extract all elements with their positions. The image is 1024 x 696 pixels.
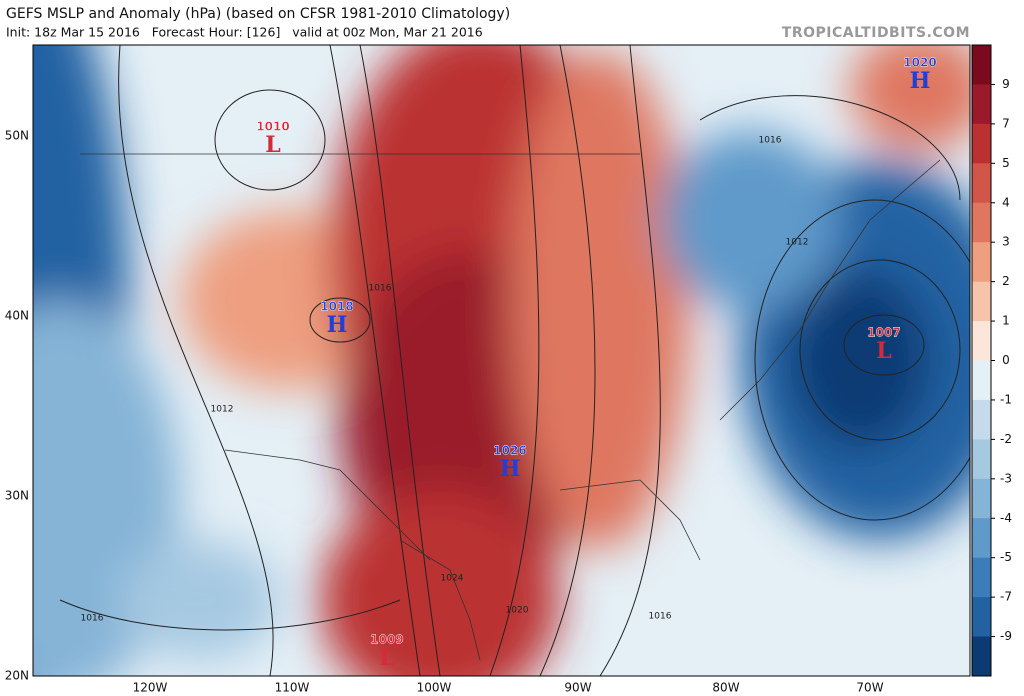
center-letter: L [379, 645, 394, 671]
contour-label: 1024 [441, 574, 464, 584]
colorbar-label: -4 [1000, 511, 1012, 525]
colorbar-label: -5 [1000, 550, 1012, 564]
subtitle: Init: 18z Mar 15 2016 Forecast Hour: [12… [6, 25, 483, 40]
colorbar-label: 3 [1002, 235, 1010, 249]
isobars [59, 45, 970, 676]
colorbar-segment [972, 597, 991, 638]
colorbar-segment [972, 478, 991, 519]
colorbar-label: -9 [1000, 629, 1012, 643]
colorbar-label: -1 [1000, 392, 1012, 406]
colorbar-label: 2 [1002, 274, 1010, 288]
center-value: 1018 [320, 300, 353, 314]
lon-label: 80W [712, 681, 739, 695]
center-value: 1010 [256, 120, 289, 134]
center-letter: L [876, 338, 891, 364]
colorbar-segment [972, 123, 991, 164]
contour-label: 1020 [506, 606, 529, 616]
colorbar-segment [972, 518, 991, 559]
contour-label: 1012 [786, 238, 809, 248]
lat-label: 30N [5, 489, 29, 503]
colorbar-label: 0 [1002, 353, 1010, 367]
center-letter: H [500, 456, 521, 482]
colorbar-segment [972, 636, 991, 677]
colorbar-label: 7 [1002, 116, 1010, 130]
contour-label: 1016 [81, 614, 104, 624]
colorbar-segment [972, 242, 991, 283]
lat-label: 20N [5, 669, 29, 683]
colorbar-label: 5 [1002, 156, 1010, 170]
colorbar-segment [972, 281, 991, 322]
lon-label: 70W [856, 681, 883, 695]
colorbar-segment [972, 45, 991, 85]
lat-label: 50N [5, 129, 29, 143]
colorbar-label: -3 [1000, 471, 1012, 485]
colorbar-segment [972, 321, 991, 361]
colorbar-label: 1 [1002, 314, 1010, 328]
lon-label: 120W [133, 681, 168, 695]
borders [80, 153, 941, 661]
colorbar-segment [972, 399, 991, 440]
colorbar-label: 4 [1002, 195, 1010, 209]
watermark: TROPICALTIDBITS.COM [782, 25, 970, 41]
lon-label: 110W [275, 681, 310, 695]
lon-label: 90W [564, 681, 591, 695]
colorbar-segment [972, 202, 991, 243]
colorbar-segment [972, 163, 991, 204]
contour-label: 1016 [649, 612, 672, 622]
center-letter: H [327, 312, 348, 338]
colorbar-segment [972, 360, 991, 401]
colorbar-label: 9 [1002, 77, 1010, 91]
colorbar-label: -2 [1000, 432, 1012, 446]
center-value: 1020 [903, 56, 936, 70]
center-letter: L [265, 132, 280, 158]
center-letter: H [910, 68, 931, 94]
map-frame [32, 44, 971, 677]
lat-label: 40N [5, 309, 29, 323]
title: GEFS MSLP and Anomaly (hPa) (based on CF… [6, 6, 510, 22]
center-value: 1026 [493, 444, 526, 458]
colorbar-segment [972, 439, 991, 480]
contour-label: 1016 [369, 284, 392, 294]
colorbar-segment [972, 557, 991, 598]
contour-label: 1016 [759, 136, 782, 146]
center-value: 1009 [370, 633, 403, 647]
colorbar-segment [972, 84, 991, 125]
lon-label: 100W [417, 681, 452, 695]
center-value: 1007 [867, 326, 900, 340]
contour-label: 1012 [211, 405, 234, 415]
colorbar-label: -7 [1000, 590, 1012, 604]
